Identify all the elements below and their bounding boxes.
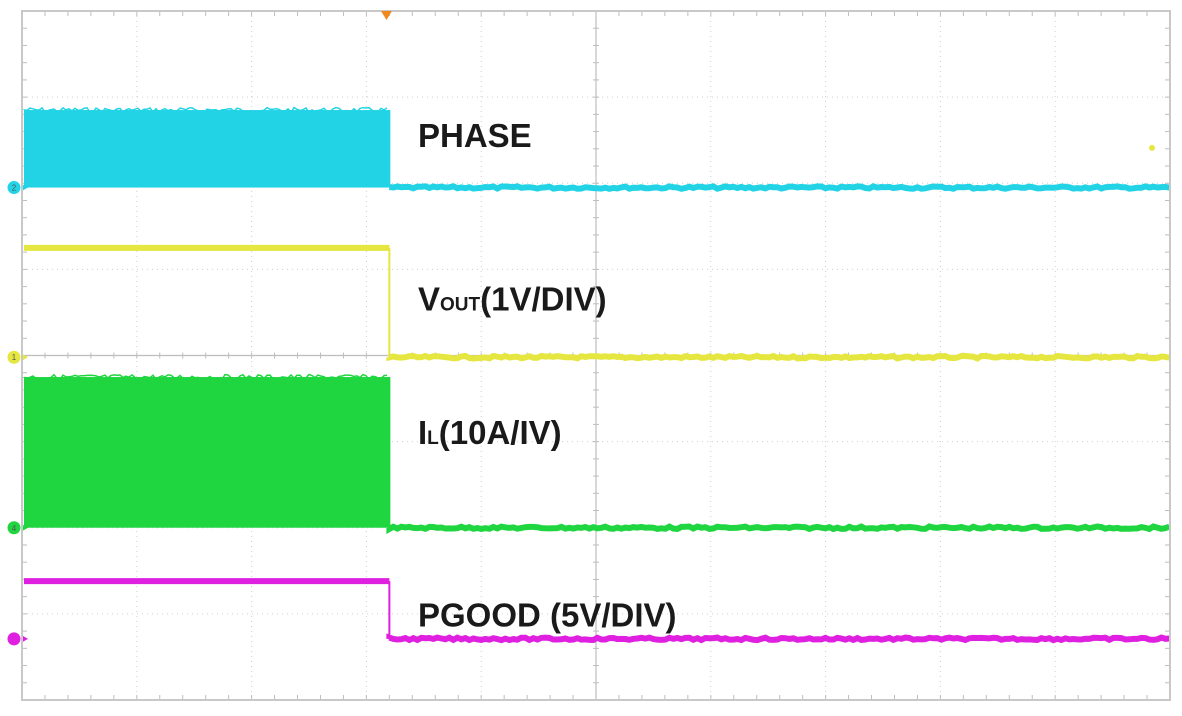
channel-marker-dot (7, 181, 21, 195)
label-subscript: OUT (440, 295, 481, 316)
low-level (386, 352, 1171, 362)
graticule-border (21, 10, 1171, 701)
traces (23, 106, 1171, 644)
trace-label-vout-1v-div: VOUT(1V/DIV) (418, 281, 607, 318)
trace-pgood-5v-div (24, 578, 1170, 644)
trace-label-il-10a-iv: IL(10A/IV) (418, 414, 562, 451)
trace-il-10a-iv (23, 373, 1171, 534)
trace-label-pgood-5v-div: PGOOD (5V/DIV) (418, 597, 677, 634)
label-main: PGOOD (5V/DIV) (418, 597, 677, 634)
label-main: I (418, 414, 427, 451)
channel-marker-dot (7, 632, 21, 646)
channel-number: 1 (12, 353, 17, 362)
switching-band-edge (23, 373, 388, 381)
reference-marker-dot (1149, 144, 1155, 151)
trace-vout-1v-div (24, 244, 1171, 362)
label-rest: (1V/DIV) (480, 281, 607, 318)
trace-phase (23, 106, 1170, 192)
channel-marker-dot (7, 521, 21, 535)
trigger-position-marker (381, 11, 392, 20)
label-main: V (418, 281, 440, 318)
label-main: PHASE (418, 117, 532, 154)
channel-marker-dot (7, 350, 21, 364)
switching-band (24, 110, 390, 188)
channel-number: 4 (12, 524, 17, 533)
switching-band-edge (23, 106, 388, 114)
label-subscript: L (427, 428, 439, 449)
low-level (386, 183, 1170, 192)
trace-labels: PHASE VOUT(1V/DIV) IL(10A/IV) PGOOD (5V/DIV… (418, 117, 677, 634)
low-level (386, 633, 1170, 644)
low-level (386, 523, 1171, 534)
switching-band (24, 377, 390, 528)
trace-label-phase: PHASE (418, 117, 532, 154)
label-rest: (10A/IV) (439, 414, 562, 451)
channel-number: 2 (12, 184, 17, 193)
